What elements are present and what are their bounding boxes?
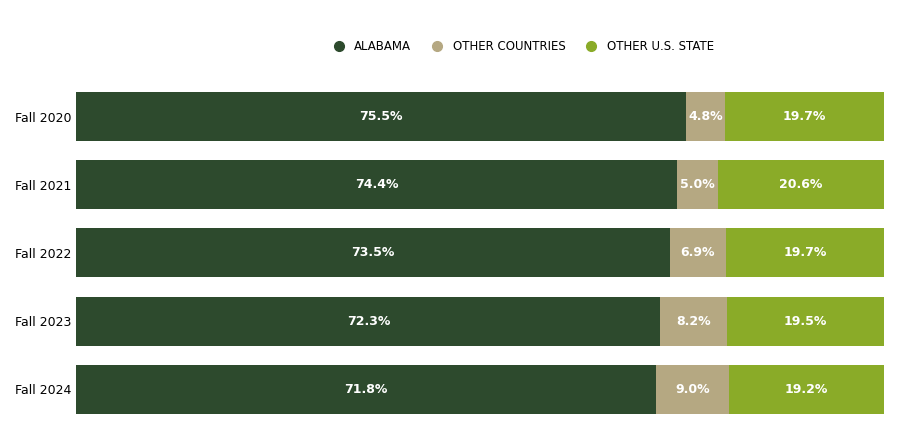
Bar (686, 92, 725, 141)
Text: 72.3%: 72.3% (347, 315, 390, 328)
Bar (729, 365, 884, 414)
Bar (725, 228, 885, 278)
Text: 5.0%: 5.0% (680, 178, 715, 191)
Bar (717, 160, 884, 209)
Text: 73.5%: 73.5% (352, 247, 395, 259)
Text: 19.5%: 19.5% (784, 315, 827, 328)
Bar (660, 297, 726, 346)
Bar (76, 228, 670, 278)
Bar (726, 297, 884, 346)
Text: 9.0%: 9.0% (675, 383, 710, 396)
Bar (670, 228, 725, 278)
Text: 6.9%: 6.9% (681, 247, 715, 259)
Legend: ALABAMA, OTHER COUNTRIES, OTHER U.S. STATE: ALABAMA, OTHER COUNTRIES, OTHER U.S. STA… (323, 36, 718, 58)
Text: 75.5%: 75.5% (360, 110, 403, 123)
Bar (76, 297, 660, 346)
Bar (76, 92, 686, 141)
Text: 8.2%: 8.2% (676, 315, 711, 328)
Bar (76, 160, 677, 209)
Text: 19.7%: 19.7% (784, 247, 827, 259)
Bar (76, 365, 656, 414)
Bar (677, 160, 717, 209)
Text: 19.7%: 19.7% (783, 110, 826, 123)
Text: 4.8%: 4.8% (689, 110, 723, 123)
Bar (656, 365, 729, 414)
Text: 71.8%: 71.8% (344, 383, 388, 396)
Text: 20.6%: 20.6% (779, 178, 823, 191)
Text: 19.2%: 19.2% (785, 383, 828, 396)
Text: 74.4%: 74.4% (355, 178, 398, 191)
Bar (725, 92, 884, 141)
